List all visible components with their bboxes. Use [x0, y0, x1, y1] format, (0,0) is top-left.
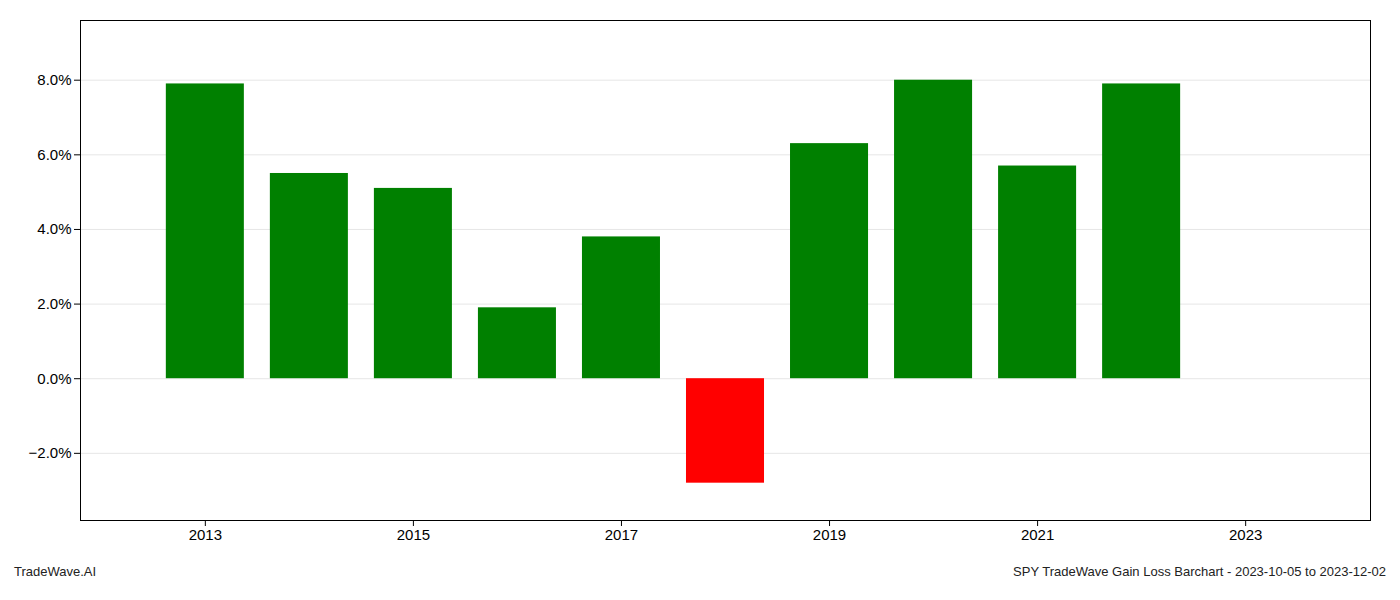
svg-text:2013: 2013 [189, 526, 222, 543]
svg-text:2.0%: 2.0% [37, 295, 71, 312]
svg-text:4.0%: 4.0% [37, 220, 71, 237]
svg-text:2015: 2015 [397, 526, 430, 543]
html-text:SPY TradeWave Gain Loss Barcha: SPY TradeWave Gain Loss Barchart - 2023-… [1013, 564, 1386, 579]
svg-text:2021: 2021 [1021, 526, 1054, 543]
svg-text:2023: 2023 [1229, 526, 1262, 543]
svg-text:8.0%: 8.0% [37, 71, 71, 88]
svg-text:0.0%: 0.0% [37, 370, 71, 387]
svg-text:2019: 2019 [813, 526, 846, 543]
svg-text:6.0%: 6.0% [37, 146, 71, 163]
svg-text:−2.0%: −2.0% [29, 444, 72, 461]
html-text:TradeWave.AI: TradeWave.AI [14, 564, 97, 579]
svg-text:2017: 2017 [605, 526, 638, 543]
